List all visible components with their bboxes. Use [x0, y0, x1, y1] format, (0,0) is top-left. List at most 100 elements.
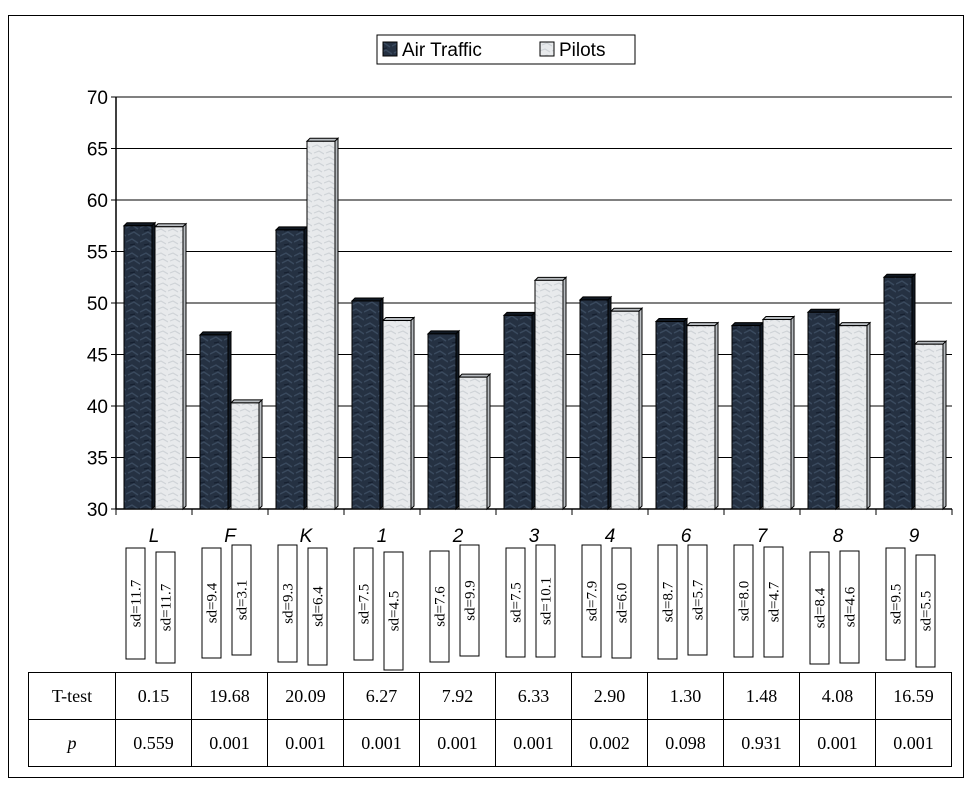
sd-label: sd=7.5 [505, 547, 526, 658]
table-cell: 1.48 [723, 672, 800, 720]
bar-air-traffic [806, 308, 841, 511]
bar-pilots [305, 137, 340, 511]
table-cell: 0.559 [115, 719, 192, 767]
svg-text:sd=4.6: sd=4.6 [843, 586, 859, 627]
bar-air-traffic [730, 321, 765, 511]
svg-text:sd=7.5: sd=7.5 [509, 582, 525, 623]
bar-pilots [837, 321, 872, 511]
sd-label: sd=9.9 [459, 544, 480, 657]
bars [122, 137, 948, 511]
table-row-ttest: T-test 0.15 19.68 20.09 6.27 7.92 6.33 2… [28, 672, 952, 720]
sd-label: sd=7.5 [353, 547, 374, 661]
svg-text:sd=7.5: sd=7.5 [357, 584, 373, 625]
table-cell: 1.30 [647, 672, 724, 720]
stats-table: T-test 0.15 19.68 20.09 6.27 7.92 6.33 2… [28, 672, 952, 767]
bar-pilots [761, 315, 796, 511]
svg-text:sd=7.9: sd=7.9 [585, 581, 601, 622]
table-cell: 0.001 [267, 719, 344, 767]
bar-air-traffic [502, 311, 537, 511]
svg-text:sd=8.7: sd=8.7 [661, 581, 677, 622]
y-tick-label: 30 [87, 500, 108, 521]
sd-label: sd=11.7 [155, 551, 176, 664]
sd-label: sd=11.7 [125, 547, 146, 660]
y-tick-label: 50 [87, 294, 108, 315]
y-tick-label: 60 [87, 191, 108, 212]
svg-text:sd=11.7: sd=11.7 [129, 579, 145, 627]
table-row-p: p 0.559 0.001 0.001 0.001 0.001 0.001 0.… [28, 719, 952, 767]
bar-pilots [381, 316, 416, 511]
table-cell: 0.002 [571, 719, 648, 767]
y-tick-label: 55 [87, 243, 108, 264]
bar-pilots [457, 372, 492, 511]
sd-label: sd=4.6 [839, 550, 860, 664]
table-cell: 0.001 [875, 719, 952, 767]
legend-label-air-traffic: Air Traffic [402, 40, 482, 61]
svg-text:sd=10.1: sd=10.1 [539, 577, 555, 625]
bar-pilots [609, 307, 644, 511]
table-cell: 0.15 [115, 672, 192, 720]
bar-pilots [229, 398, 264, 511]
sd-label: sd=5.5 [915, 554, 936, 668]
svg-text:sd=8.0: sd=8.0 [737, 581, 753, 622]
y-tick-label: 65 [87, 140, 108, 161]
x-axis-categories: L F K 1 2 3 4 6 7 8 9 [149, 526, 920, 547]
x-category-label: 6 [681, 526, 692, 547]
bar-pilots [533, 276, 568, 511]
svg-text:sd=8.4: sd=8.4 [813, 587, 829, 628]
table-cell: 0.001 [495, 719, 572, 767]
svg-text:sd=9.4: sd=9.4 [205, 582, 221, 623]
x-category-label: 1 [377, 526, 388, 547]
bar-air-traffic [578, 295, 613, 511]
sd-label: sd=6.0 [611, 547, 632, 659]
sd-label: sd=5.7 [687, 544, 708, 656]
bar-air-traffic [122, 221, 157, 511]
table-cell: 19.68 [191, 672, 268, 720]
sd-label: sd=8.0 [733, 544, 754, 658]
table-cell: 6.27 [343, 672, 420, 720]
sd-label: sd=7.9 [581, 544, 602, 658]
legend: Air Traffic Pilots [376, 34, 636, 65]
sd-label: sd=8.7 [657, 544, 678, 660]
figure-frame [8, 15, 964, 778]
table-cell: 0.931 [723, 719, 800, 767]
table-cell: 6.33 [495, 672, 572, 720]
bar-air-traffic [198, 330, 233, 511]
svg-text:sd=3.1: sd=3.1 [235, 580, 251, 621]
table-cell: 0.098 [647, 719, 724, 767]
x-category-label: 4 [605, 526, 616, 547]
legend-swatch-air-traffic [382, 41, 398, 57]
y-tick-label: 35 [87, 449, 108, 470]
y-tick-label: 70 [87, 88, 108, 109]
x-category-label: 7 [757, 526, 769, 547]
svg-text:sd=4.5: sd=4.5 [387, 591, 403, 632]
table-cell: 20.09 [267, 672, 344, 720]
svg-text:sd=4.7: sd=4.7 [767, 581, 783, 622]
bar-air-traffic [882, 273, 917, 511]
bar-air-traffic [426, 329, 461, 511]
sd-label: sd=3.1 [231, 544, 252, 656]
table-cell: 16.59 [875, 672, 952, 720]
table-cell: 2.90 [571, 672, 648, 720]
sd-labels: sd=11.7 sd=9.4 sd=9.3 sd=7.5 sd=7.6 sd=7.5 sd=… [125, 544, 936, 671]
legend-swatch-pilots [539, 41, 555, 57]
svg-text:sd=9.5: sd=9.5 [889, 584, 905, 625]
y-tick-label: 40 [87, 397, 108, 418]
bar-pilots [913, 339, 948, 511]
sd-label: sd=4.7 [763, 546, 784, 658]
svg-text:sd=5.5: sd=5.5 [919, 591, 935, 632]
bar-air-traffic [350, 296, 385, 511]
sd-label: sd=4.5 [383, 551, 404, 671]
legend-label-pilots: Pilots [559, 40, 605, 61]
sd-label: sd=10.1 [535, 544, 556, 658]
bar-air-traffic [274, 225, 309, 511]
table-cell: 0.001 [419, 719, 496, 767]
x-category-label: 8 [833, 526, 844, 547]
x-category-label: F [224, 526, 237, 547]
row-label: T-test [28, 672, 116, 720]
y-axis: 30 35 40 45 50 55 60 65 70 [87, 88, 953, 521]
x-category-label: K [300, 526, 314, 547]
bar-pilots [153, 222, 188, 511]
x-category-label: 3 [529, 526, 540, 547]
svg-text:sd=11.7: sd=11.7 [159, 583, 175, 631]
